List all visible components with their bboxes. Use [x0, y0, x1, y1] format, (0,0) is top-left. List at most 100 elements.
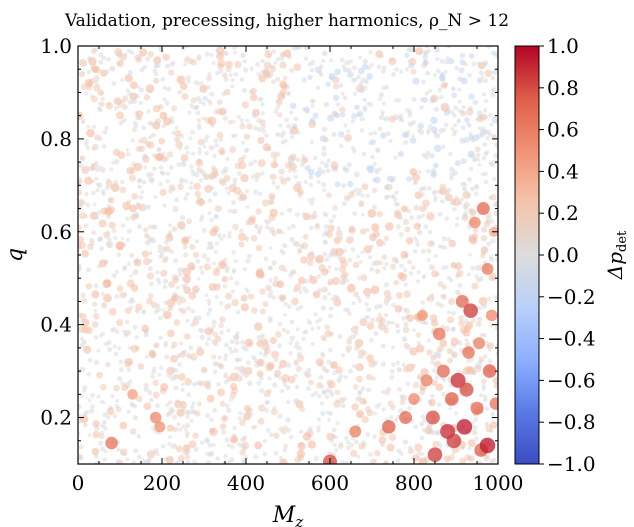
background-point [247, 293, 255, 300]
background-point [82, 61, 88, 67]
data-point [436, 364, 450, 378]
data-point [459, 382, 474, 397]
background-point [438, 128, 444, 134]
background-point [444, 216, 450, 222]
background-point [183, 252, 189, 258]
background-point [219, 107, 227, 116]
background-point [87, 433, 92, 437]
background-point [353, 77, 358, 82]
background-point [378, 115, 384, 121]
background-point [402, 218, 409, 226]
background-point [468, 252, 473, 257]
background-point [269, 336, 277, 345]
background-point [411, 96, 417, 102]
background-point [213, 369, 218, 375]
background-point [435, 429, 441, 435]
background-point [433, 320, 438, 325]
background-point [171, 341, 178, 348]
background-point [351, 65, 357, 71]
background-point [148, 135, 153, 140]
background-point [370, 285, 380, 295]
background-point [246, 123, 253, 130]
plot-area: 0 200 400 600 800 1000 0.20.40.60.81.0 [40, 34, 523, 495]
background-point [422, 199, 430, 207]
background-point [79, 203, 84, 208]
background-point [268, 192, 276, 200]
background-point [230, 289, 235, 294]
background-point [493, 210, 498, 217]
background-point [248, 161, 254, 167]
background-point [321, 286, 328, 293]
background-point [83, 345, 92, 354]
background-point [347, 180, 354, 188]
background-point [236, 171, 242, 176]
background-point [141, 324, 150, 333]
background-point [291, 297, 299, 306]
background-point [234, 162, 242, 170]
background-point [278, 426, 284, 432]
background-point [85, 202, 91, 208]
background-point [467, 177, 472, 182]
background-point [80, 366, 86, 372]
background-point [346, 129, 350, 134]
background-point [460, 110, 467, 117]
background-point [474, 364, 479, 369]
background-point [335, 421, 340, 426]
background-point [280, 56, 284, 61]
background-point [404, 67, 410, 72]
background-point [451, 86, 456, 92]
background-point [222, 276, 229, 283]
background-point [485, 424, 493, 433]
background-point [476, 77, 483, 84]
background-point [175, 140, 184, 149]
background-point [93, 308, 98, 313]
background-point [254, 172, 261, 179]
background-point [176, 408, 185, 417]
background-point [345, 137, 350, 142]
background-point [202, 95, 208, 102]
background-point [204, 327, 214, 336]
background-point [128, 379, 133, 384]
background-point [160, 383, 169, 392]
background-point [218, 68, 224, 74]
background-point [279, 80, 288, 89]
background-point [316, 274, 322, 279]
background-point [393, 197, 398, 202]
background-point [148, 349, 155, 356]
background-point [382, 266, 387, 271]
background-point [236, 115, 241, 120]
background-point [389, 415, 394, 420]
background-point [355, 396, 361, 402]
background-point [406, 314, 414, 323]
background-point [432, 440, 439, 448]
background-point [375, 147, 380, 153]
background-point [380, 390, 385, 395]
chart-title: Validation, precessing, higher harmonics… [64, 11, 509, 31]
background-point [182, 349, 188, 355]
background-point [167, 441, 172, 447]
background-point [120, 381, 125, 386]
background-point [482, 332, 488, 338]
background-point [234, 372, 240, 377]
background-point [185, 55, 190, 61]
background-point [424, 154, 429, 160]
background-point [106, 346, 113, 352]
background-point [211, 354, 217, 360]
colorbar-tick-label: 0.0 [547, 243, 579, 267]
background-point [315, 85, 321, 90]
background-point [471, 318, 476, 323]
background-point [109, 167, 114, 172]
background-point [223, 257, 228, 262]
background-point [240, 437, 246, 443]
background-point [187, 262, 196, 271]
background-point [333, 400, 341, 408]
background-point [149, 281, 154, 287]
background-point [124, 74, 133, 83]
background-point [372, 162, 377, 167]
background-point [104, 207, 113, 216]
background-point [297, 249, 302, 255]
background-point [232, 177, 238, 183]
background-point [270, 408, 278, 416]
background-point [142, 165, 148, 170]
background-point [438, 444, 443, 449]
